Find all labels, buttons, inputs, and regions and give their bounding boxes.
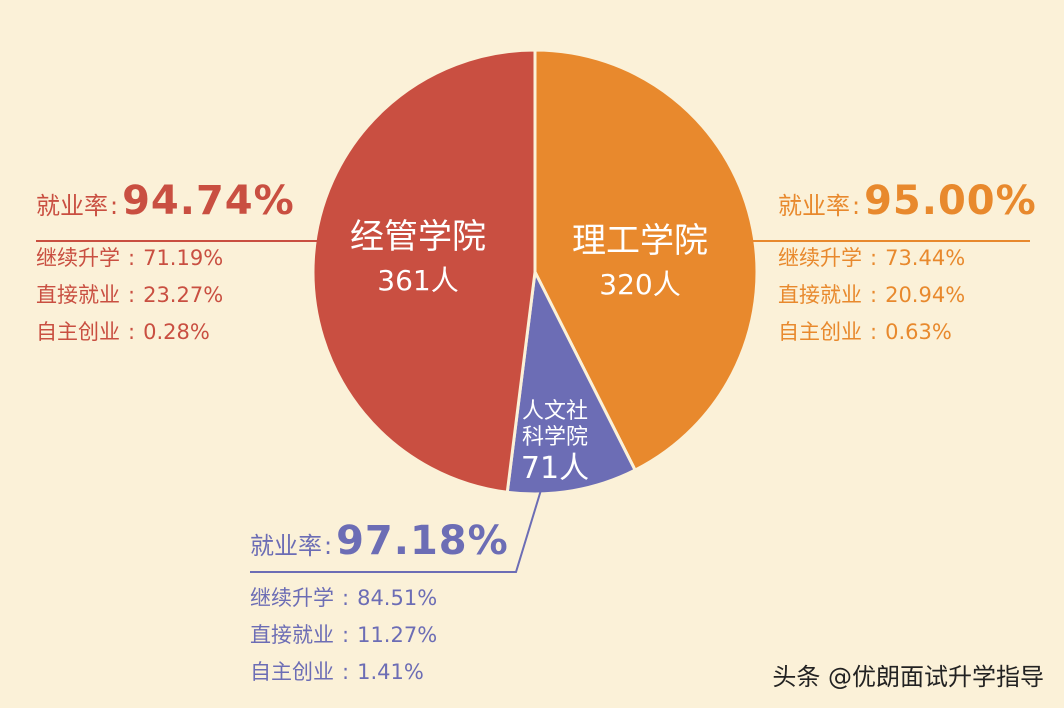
rate-value: 94.74% — [122, 178, 295, 224]
watermark: 头条 @优朗面试升学指导 — [772, 663, 1044, 691]
stat-row: 自主创业:0.28% — [36, 314, 346, 351]
rate-row: 就业率: 94.74% — [36, 178, 346, 224]
stat-colon: : — [128, 320, 136, 344]
rate-row: 就业率: 97.18% — [250, 518, 520, 564]
rate-colon: : — [110, 192, 119, 220]
stat-label: 直接就业 — [778, 283, 862, 307]
panel-jingguan: 就业率: 94.74% 继续升学:71.19% 直接就业:23.27% 自主创业:… — [36, 178, 346, 351]
rate-row: 就业率: 95.00% — [778, 178, 1036, 224]
divider — [778, 232, 1028, 234]
stat-row: 继续升学:73.44% — [778, 240, 1028, 277]
stat-colon: : — [342, 660, 350, 684]
stat-row: 直接就业:23.27% — [36, 277, 346, 314]
stat-label: 继续升学 — [250, 586, 334, 610]
stat-value: 0.28% — [143, 320, 210, 344]
slice-label: 理工学院 — [572, 221, 708, 261]
slice-label: 经管学院 — [350, 217, 486, 257]
stat-value: 73.44% — [885, 246, 966, 270]
stat-colon: : — [870, 320, 878, 344]
slice-value: 71人 — [521, 451, 589, 486]
stat-row: 继续升学:84.51% — [250, 580, 520, 617]
stat-row: 继续升学:71.19% — [36, 240, 346, 277]
stat-label: 继续升学 — [778, 246, 862, 270]
stat-value: 0.63% — [885, 320, 952, 344]
rate-value: 95.00% — [864, 178, 1037, 224]
connector-line — [250, 489, 542, 573]
stat-label: 自主创业 — [778, 320, 862, 344]
stat-colon: : — [128, 283, 136, 307]
slice-label: 科学院 — [522, 425, 588, 450]
slice-label: 人文社 — [522, 399, 588, 424]
divider — [250, 572, 520, 574]
rate-label: 就业率 — [778, 192, 850, 220]
stat-label: 直接就业 — [250, 623, 334, 647]
pie-slice — [533, 48, 759, 473]
stat-label: 继续升学 — [36, 246, 120, 270]
stat-value: 11.27% — [357, 623, 438, 647]
stat-label: 直接就业 — [36, 283, 120, 307]
stat-colon: : — [342, 586, 350, 610]
stat-value: 23.27% — [143, 283, 224, 307]
rate-label: 就业率 — [36, 192, 108, 220]
rate-value: 97.18% — [336, 518, 509, 564]
stat-value: 84.51% — [357, 586, 438, 610]
stat-label: 自主创业 — [250, 660, 334, 684]
panel-ligong: 就业率: 95.00% 继续升学:73.44% 直接就业:20.94% 自主创业:… — [778, 178, 1036, 351]
panel-renwen: 就业率: 97.18% 继续升学:84.51% 直接就业:11.27% 自主创业:… — [250, 518, 520, 691]
stat-value: 71.19% — [143, 246, 224, 270]
slice-value: 361人 — [377, 264, 458, 297]
slice-value: 320人 — [599, 268, 680, 301]
stat-value: 20.94% — [885, 283, 966, 307]
stat-colon: : — [342, 623, 350, 647]
stat-colon: : — [128, 246, 136, 270]
stat-value: 1.41% — [357, 660, 424, 684]
pie-slice — [505, 266, 638, 496]
stat-label: 自主创业 — [36, 320, 120, 344]
stat-row: 直接就业:20.94% — [778, 277, 1028, 314]
stat-row: 自主创业:1.41% — [250, 654, 520, 691]
rate-label: 就业率 — [250, 532, 322, 560]
stat-colon: : — [870, 283, 878, 307]
stat-row: 直接就业:11.27% — [250, 617, 520, 654]
rate-colon: : — [852, 192, 861, 220]
stat-colon: : — [870, 246, 878, 270]
pie-slice — [311, 48, 537, 494]
divider — [36, 232, 346, 234]
stat-row: 自主创业:0.63% — [778, 314, 1028, 351]
rate-colon: : — [324, 532, 333, 560]
